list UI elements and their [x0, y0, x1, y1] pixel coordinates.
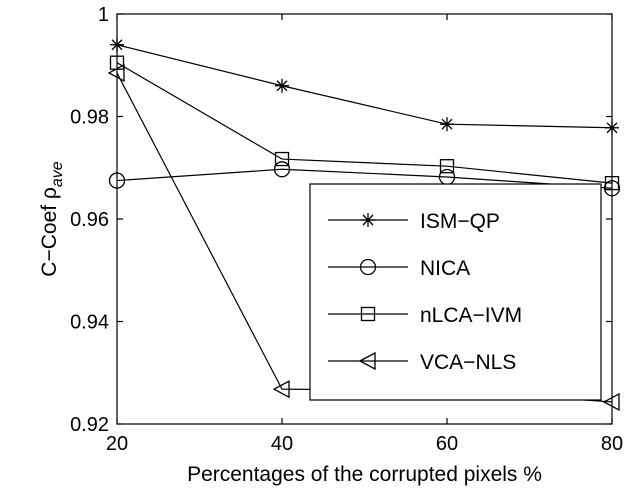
marker-circle — [273, 161, 291, 178]
series-markers — [107, 37, 621, 412]
y-tick-label: 0.96 — [70, 209, 109, 231]
legend-entry-label: VCA−NLS — [420, 351, 516, 374]
data-point — [605, 120, 619, 135]
data-point — [440, 117, 454, 132]
marker-stroke — [441, 118, 453, 130]
y-axis-label-main: C−Coef ρ — [38, 187, 61, 277]
legend-marker — [361, 213, 375, 227]
marker-triangle — [602, 392, 620, 412]
legend-entry-label: nLCA−IVM — [420, 304, 522, 327]
data-point — [603, 180, 621, 197]
data-point — [110, 37, 124, 52]
legend-entry-label: NICA — [420, 257, 470, 280]
data-point — [108, 172, 126, 189]
y-tick-label: 0.92 — [70, 414, 109, 436]
series-line-0 — [116, 44, 613, 129]
series-line-1 — [116, 168, 613, 189]
marker-triangle — [358, 351, 376, 371]
marker-stroke — [362, 214, 374, 226]
data-point — [602, 392, 620, 412]
data-point — [273, 161, 291, 178]
legend-marker — [360, 306, 376, 322]
data-point — [272, 380, 290, 399]
x-tick-label: 20 — [106, 433, 128, 455]
marker-square — [439, 159, 455, 174]
legend-marker — [358, 351, 376, 371]
marker-square — [274, 151, 290, 167]
legend-marker — [359, 258, 377, 276]
y-axis-label: C−Coef ρave — [38, 161, 66, 276]
data-point — [604, 175, 620, 191]
y-tick-label: 0.94 — [70, 312, 109, 334]
marker-triangle — [107, 63, 125, 83]
data-point — [274, 151, 290, 167]
y-tick-label: 0.98 — [70, 107, 109, 129]
marker-stroke — [276, 80, 288, 92]
x-tick-label: 80 — [601, 433, 623, 455]
x-tick-label: 40 — [271, 433, 293, 455]
data-point — [275, 78, 289, 93]
marker-stroke — [111, 39, 123, 51]
marker-square — [604, 175, 620, 191]
x-axis-label: Percentages of the corrupted pixels % — [187, 463, 542, 486]
marker-circle — [603, 180, 621, 197]
y-tick-label: 1 — [98, 4, 109, 26]
legend: ISM−QP NICA nLCA−IVM VCA−NLS — [309, 183, 602, 401]
marker-circle — [359, 258, 377, 276]
series-line-2 — [116, 62, 613, 184]
axis-ticks: 20 40 60 80 0.92 0.94 0.96 0.98 1 — [70, 4, 623, 455]
y-axis-label-subscript: ave — [49, 161, 66, 187]
marker-stroke — [606, 122, 618, 134]
data-point — [107, 63, 125, 83]
marker-circle — [108, 172, 126, 189]
marker-square — [360, 306, 376, 322]
x-tick-label: 60 — [436, 433, 458, 455]
marker-triangle — [272, 380, 290, 399]
data-point — [439, 159, 455, 174]
legend-entry-label: ISM−QP — [420, 210, 500, 233]
